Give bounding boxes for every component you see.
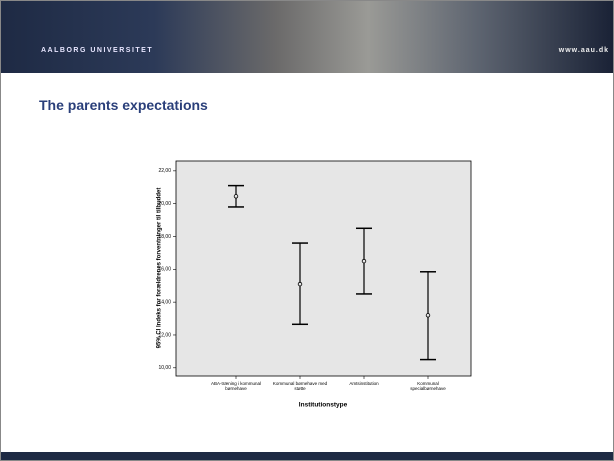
mean-point [425, 313, 431, 318]
y-tick-label: 10,00 [158, 365, 171, 371]
y-tick-label: 16,00 [158, 267, 171, 273]
plot-area [175, 160, 472, 377]
x-tick-label: Amtsinstitution [349, 381, 379, 386]
footer [1, 452, 613, 460]
y-tick-label: 18,00 [158, 234, 171, 240]
y-tick-label: 20,00 [158, 201, 171, 207]
y-tick-label: 12,00 [158, 332, 171, 338]
y-tick-label: 22,00 [158, 168, 171, 174]
url: www.aau.dk [558, 47, 609, 54]
slide-title: The parents expectations [39, 97, 208, 113]
y-tick-label: 14,00 [158, 299, 171, 305]
x-tick-label: Kommunal børnehave med støtte [272, 381, 328, 391]
y-axis-label: 95% CI Indeks for forældrenes forventnin… [157, 188, 163, 349]
mean-point [297, 281, 303, 287]
x-axis-label: Institutionstype [299, 402, 348, 409]
x-tick-label: ABA-træning i kommunal børnehave [210, 381, 262, 391]
mean-point [361, 258, 367, 264]
banner: AALBORG UNIVERSITET www.aau.dk [1, 1, 613, 73]
logo: AALBORG UNIVERSITET [41, 47, 154, 54]
mean-point [233, 194, 239, 199]
x-tick-label: Kommunal specialbørnehave [410, 381, 446, 391]
